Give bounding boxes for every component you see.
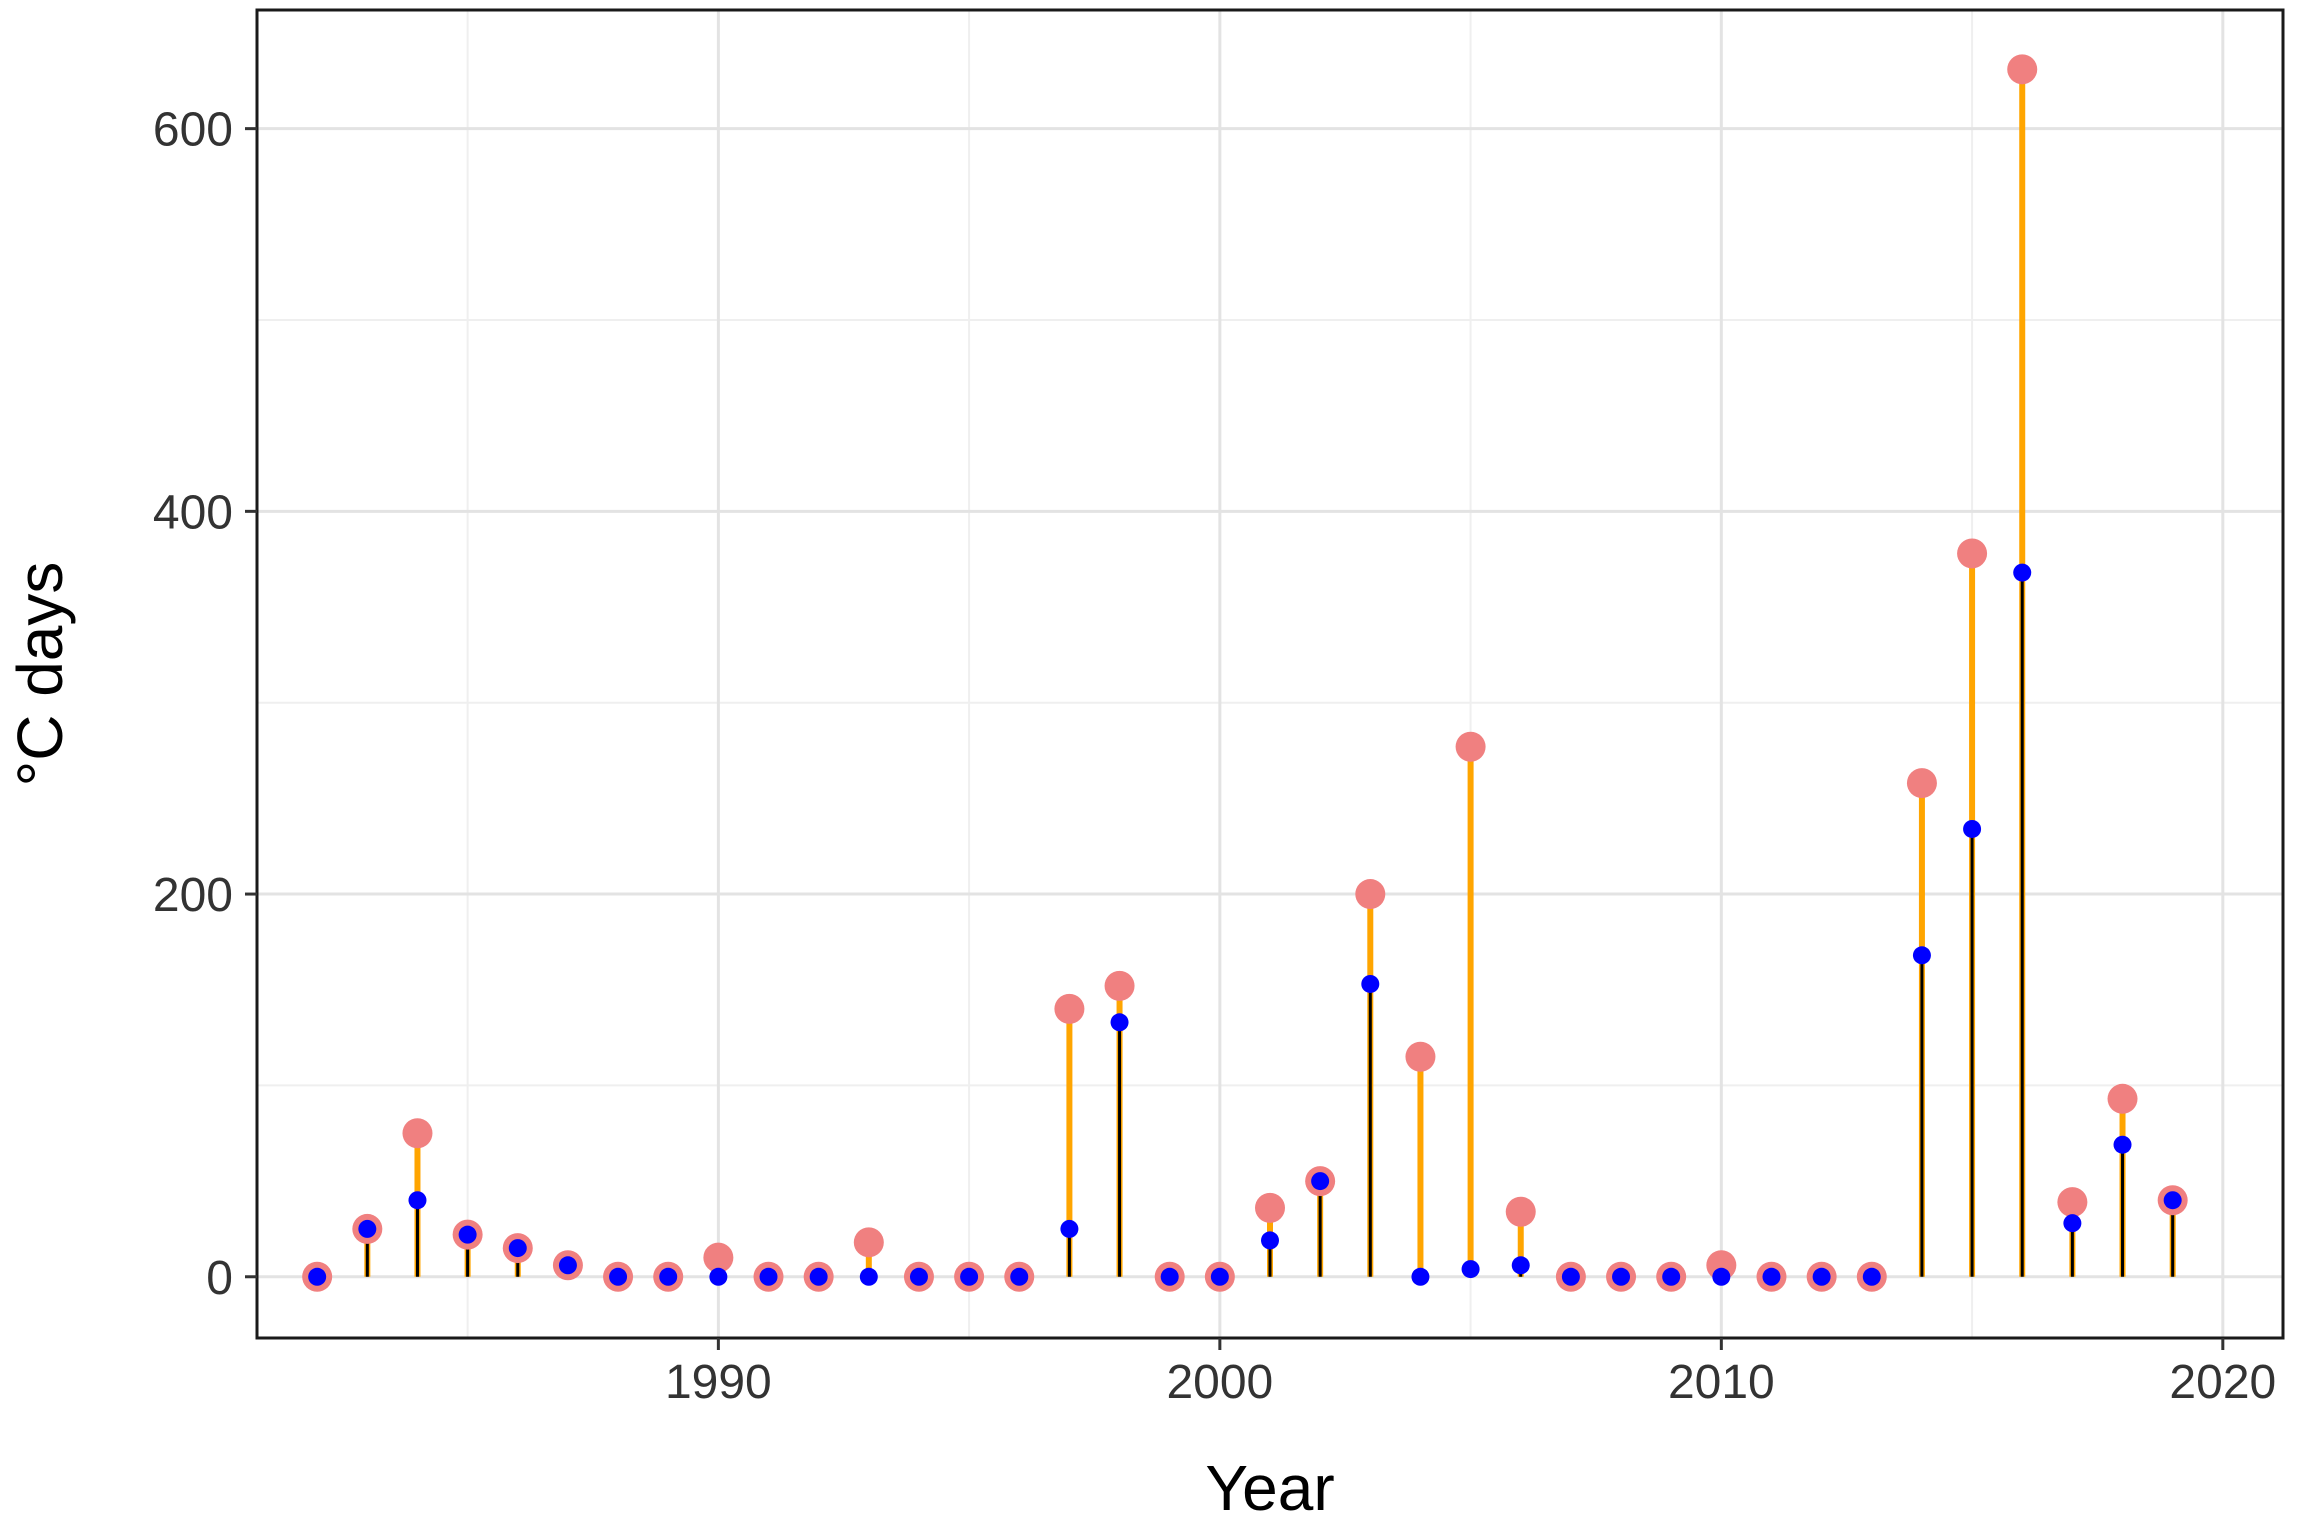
data-marks [302, 54, 2188, 1292]
inner-point [358, 1219, 377, 1238]
x-tick-label: 1990 [665, 1356, 772, 1409]
x-axis-title: Year [1205, 1452, 1334, 1524]
inner-point [859, 1267, 878, 1286]
inner-point [508, 1239, 527, 1258]
y-axis-title: °C days [4, 562, 76, 787]
inner-point [1411, 1267, 1430, 1286]
outer-point [1054, 993, 1085, 1024]
outer-point [1104, 970, 1135, 1001]
y-tick-label: 0 [206, 1252, 233, 1305]
inner-point [1261, 1231, 1279, 1250]
inner-point [659, 1267, 678, 1286]
x-tick-label: 2010 [1668, 1356, 1775, 1409]
inner-point [960, 1267, 979, 1286]
inner-point [2163, 1191, 2182, 1210]
inner-point [408, 1191, 427, 1210]
inner-point [308, 1267, 327, 1286]
outer-point [2057, 1187, 2088, 1218]
outer-point [703, 1242, 734, 1273]
outer-point [1906, 768, 1937, 799]
inner-point [2063, 1214, 2082, 1233]
inner-point [1862, 1267, 1881, 1286]
inner-point [909, 1267, 928, 1286]
outer-point [2107, 1083, 2138, 1114]
inner-point [1712, 1267, 1731, 1286]
inner-point [1612, 1267, 1631, 1286]
plot-panel-border [255, 8, 2285, 1340]
outer-point [1405, 1041, 1436, 1072]
outer-point [853, 1227, 884, 1258]
y-tick-label: 600 [153, 104, 233, 157]
inner-point [1361, 974, 1380, 993]
inner-point [759, 1267, 778, 1286]
grid-lines [257, 10, 2283, 1338]
inner-point [558, 1256, 577, 1275]
inner-point [1110, 1013, 1129, 1032]
inner-point [1461, 1260, 1480, 1279]
axes: 1990 2000 2010 2020 0 200 400 600 [153, 104, 2276, 1409]
inner-point [1511, 1256, 1530, 1275]
y-tick-label: 200 [153, 869, 233, 922]
x-tick-label: 2020 [2169, 1356, 2276, 1409]
inner-point [1762, 1267, 1781, 1286]
outer-point [1957, 538, 1988, 569]
inner-point [1160, 1267, 1179, 1286]
outer-point [1355, 879, 1386, 910]
inner-point [609, 1267, 628, 1286]
inner-point [809, 1267, 828, 1286]
inner-point [1662, 1267, 1681, 1286]
inner-point [1010, 1267, 1029, 1286]
inner-point [1912, 946, 1931, 965]
inner-point [1963, 819, 1982, 838]
inner-point [1060, 1219, 1079, 1238]
outer-point [2007, 54, 2038, 85]
outer-point [402, 1118, 433, 1149]
inner-point [1812, 1267, 1831, 1286]
outer-point [1255, 1192, 1285, 1223]
y-tick-label: 400 [153, 486, 233, 539]
inner-point [2013, 563, 2032, 582]
inner-point [458, 1225, 477, 1244]
outer-point [1455, 731, 1486, 762]
inner-point [1561, 1267, 1580, 1286]
inner-point [1210, 1267, 1229, 1286]
inner-point [1311, 1172, 1330, 1191]
outer-point [1505, 1196, 1536, 1227]
inner-point [709, 1267, 728, 1286]
inner-point [2113, 1135, 2132, 1154]
x-tick-label: 2000 [1166, 1356, 1273, 1409]
